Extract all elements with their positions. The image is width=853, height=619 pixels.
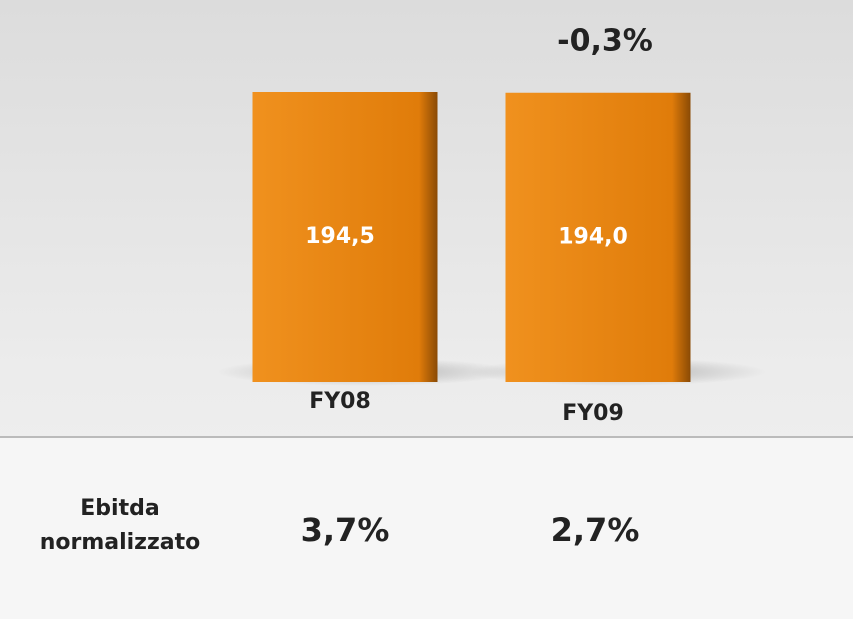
x-tick-label: FY08 [309,389,371,414]
table-area [0,437,853,619]
x-tick-label: FY09 [562,401,624,426]
row-label: Ebitda normalizzato [39,496,201,555]
table-value: 2,7% [551,511,640,549]
bar-value-label: 194,0 [558,224,628,249]
bar [252,92,438,382]
bar [505,92,691,383]
table-value: 3,7% [301,511,390,549]
bar-value-label: 194,5 [305,224,375,249]
annotation: -0,3% [557,24,653,59]
